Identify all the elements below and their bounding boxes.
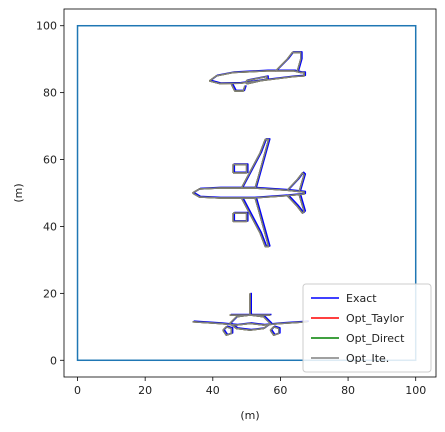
legend: Exact Opt_Taylor Opt_Direct Opt_Ite. xyxy=(302,283,432,373)
x-tick-label: 0 xyxy=(74,384,81,397)
x-axis-label: (m) xyxy=(240,409,259,422)
y-tick-label: 80 xyxy=(43,87,57,100)
side-view-aircraft-outline xyxy=(230,83,246,92)
top-view-aircraft-outline xyxy=(192,187,305,199)
front-view-aircraft-outline xyxy=(222,326,233,336)
domain-box-layer xyxy=(76,24,417,362)
side-view-aircraft-outline xyxy=(274,51,302,72)
top-view-aircraft-outline xyxy=(286,172,305,193)
legend-entry-label: Opt_Ite. xyxy=(346,352,389,365)
front-view-aircraft-outline xyxy=(192,321,308,326)
top-view-aircraft-outline xyxy=(240,138,270,189)
y-tick-label: 0 xyxy=(50,354,57,367)
top-view-aircraft-outline xyxy=(232,212,248,223)
series-opt-ite- xyxy=(192,51,308,336)
x-tick-label: 40 xyxy=(206,384,220,397)
side-view-aircraft-outline xyxy=(208,70,305,85)
x-tick-label: 20 xyxy=(138,384,152,397)
x-tick-label: 80 xyxy=(341,384,355,397)
axis-ticks-layer: 0 20 40 60 80 100 0 20 40 60 80 100 xyxy=(36,20,426,397)
top-view-aircraft-outline xyxy=(241,138,271,188)
top-view-aircraft-outline xyxy=(232,163,248,174)
x-tick-label: 60 xyxy=(273,384,287,397)
y-tick-label: 100 xyxy=(36,20,57,33)
y-tick-label: 40 xyxy=(43,220,57,233)
top-view-aircraft-outline xyxy=(240,197,270,248)
y-tick-label: 20 xyxy=(43,287,57,300)
legend-entry-label: Exact xyxy=(346,292,377,305)
aircraft-shapes-layer xyxy=(192,51,309,336)
plot-frame xyxy=(63,8,437,378)
legend-entry-label: Opt_Direct xyxy=(346,332,405,345)
front-view-aircraft-outline xyxy=(229,314,271,331)
legend-entry-label: Opt_Taylor xyxy=(346,312,404,325)
domain-boundary xyxy=(76,24,417,362)
top-view-aircraft-outline xyxy=(287,171,307,192)
top-view-aircraft-outline xyxy=(287,193,307,214)
x-tick-label: 100 xyxy=(405,384,426,397)
series-opt-taylor xyxy=(192,51,308,336)
series-opt-direct xyxy=(192,51,308,336)
series-exact xyxy=(193,51,309,336)
top-view-aircraft-outline xyxy=(286,193,305,214)
y-tick-label: 60 xyxy=(43,154,57,167)
legend-box xyxy=(302,283,432,373)
side-view-aircraft-outline xyxy=(245,75,268,85)
y-axis-label: (m) xyxy=(12,183,25,202)
front-view-aircraft-outline xyxy=(269,326,280,336)
axes-frame xyxy=(63,8,437,378)
